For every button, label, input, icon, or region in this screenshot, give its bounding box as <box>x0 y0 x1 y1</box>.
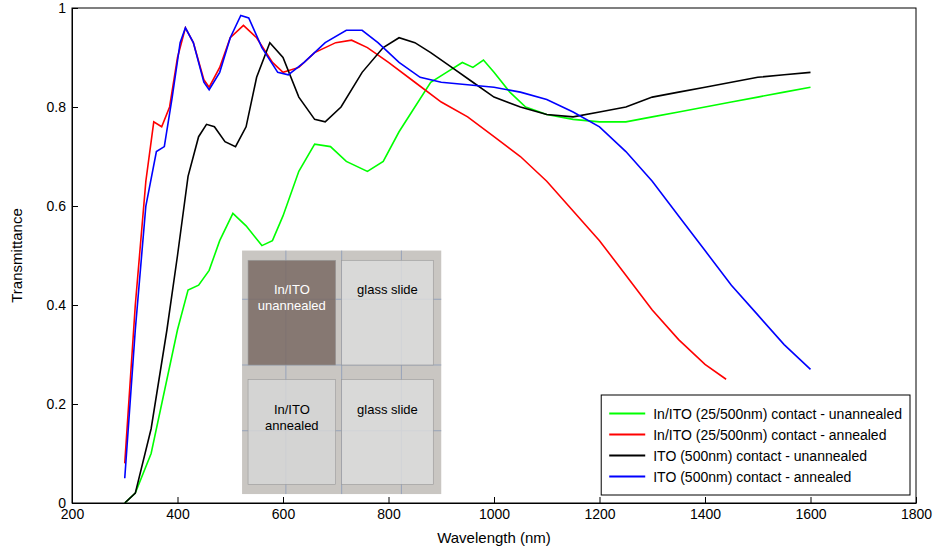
x-tick: 1600 <box>795 497 826 522</box>
x-tick: 600 <box>272 497 296 522</box>
legend-label: ITO (500nm) contact - unannealed <box>653 448 867 464</box>
inset-background <box>242 251 441 494</box>
legend-swatch <box>609 413 645 415</box>
x-tick-mark <box>494 497 495 503</box>
y-tick-label: 1 <box>58 0 66 16</box>
x-tick-mark <box>600 497 601 503</box>
plot-area: 2004006008001000120014001600180000.20.40… <box>47 0 933 522</box>
x-tick-mark <box>811 497 812 503</box>
y-tick: 0.4 <box>47 297 78 313</box>
x-tick: 1000 <box>479 497 510 522</box>
legend-label: ITO (500nm) contact - annealed <box>653 469 851 485</box>
legend-box <box>601 395 910 495</box>
y-tick-label: 0.6 <box>47 198 67 214</box>
x-axis-line <box>73 503 917 504</box>
y-tick-label: 0.4 <box>47 297 67 313</box>
plot-frame <box>72 8 916 503</box>
x-tick: 800 <box>377 497 401 522</box>
y-axis-title: Transmittance <box>8 208 25 302</box>
y-tick: 0.8 <box>47 99 78 115</box>
y-tick-mark <box>72 206 78 207</box>
inset-photo: In/ITOunannealed glass slide In/ITOanneale… <box>242 251 441 494</box>
inset-label: In/ITOannealed <box>265 402 319 433</box>
inset-sample <box>342 380 434 485</box>
x-tick-label: 400 <box>166 506 190 522</box>
y-tick-mark <box>72 404 78 405</box>
x-tick: 1400 <box>690 497 721 522</box>
x-tick: 400 <box>166 497 190 522</box>
x-tick-label: 1600 <box>795 506 826 522</box>
legend: In/ITO (25/500nm) contact - unannealed In… <box>601 395 910 495</box>
x-tick-mark <box>705 497 706 503</box>
x-tick: 1800 <box>901 497 932 522</box>
y-tick-mark <box>72 8 78 9</box>
x-tick-label: 1800 <box>901 506 932 522</box>
y-axis-line <box>72 9 73 504</box>
y-tick-mark <box>72 107 78 108</box>
x-tick-label: 600 <box>272 506 296 522</box>
x-tick: 1200 <box>584 497 615 522</box>
inset-label: In/ITOunannealed <box>258 282 326 313</box>
y-axis: 0 0.2 0.4 0.6 0.8 1 <box>47 0 78 511</box>
x-tick-label: 800 <box>377 506 401 522</box>
inset-label: glass slide <box>357 282 418 297</box>
x-axis: 20040060080010001200140016001800 <box>61 497 932 522</box>
legend-swatch <box>609 455 645 457</box>
y-tick: 0.2 <box>47 396 78 412</box>
x-tick-label: 1400 <box>690 506 721 522</box>
y-tick: 0.6 <box>47 198 78 214</box>
legend-swatch <box>609 434 645 436</box>
legend-label: In/ITO (25/500nm) contact - annealed <box>653 427 886 443</box>
y-tick-label: 0.2 <box>47 396 67 412</box>
y-tick: 0 <box>58 495 78 511</box>
chart: 2004006008001000120014001600180000.20.40… <box>0 0 946 551</box>
y-tick-label: 0.8 <box>47 99 67 115</box>
x-tick-mark <box>283 497 284 503</box>
inset-label: glass slide <box>357 402 418 417</box>
inset-sample <box>342 260 434 365</box>
y-tick: 1 <box>58 0 78 16</box>
legend-label: In/ITO (25/500nm) contact - unannealed <box>653 406 902 422</box>
inset-sample <box>248 380 336 485</box>
inset-sample <box>248 260 336 365</box>
x-tick-mark <box>389 497 390 503</box>
x-tick-mark <box>916 497 917 503</box>
legend-swatch <box>609 476 645 478</box>
y-tick-mark <box>72 305 78 306</box>
x-axis-title: Wavelength (nm) <box>437 529 551 546</box>
x-tick-label: 1000 <box>479 506 510 522</box>
x-tick-label: 1200 <box>584 506 615 522</box>
y-tick-mark <box>72 503 78 504</box>
x-tick-mark <box>178 497 179 503</box>
y-tick-label: 0 <box>58 495 66 511</box>
